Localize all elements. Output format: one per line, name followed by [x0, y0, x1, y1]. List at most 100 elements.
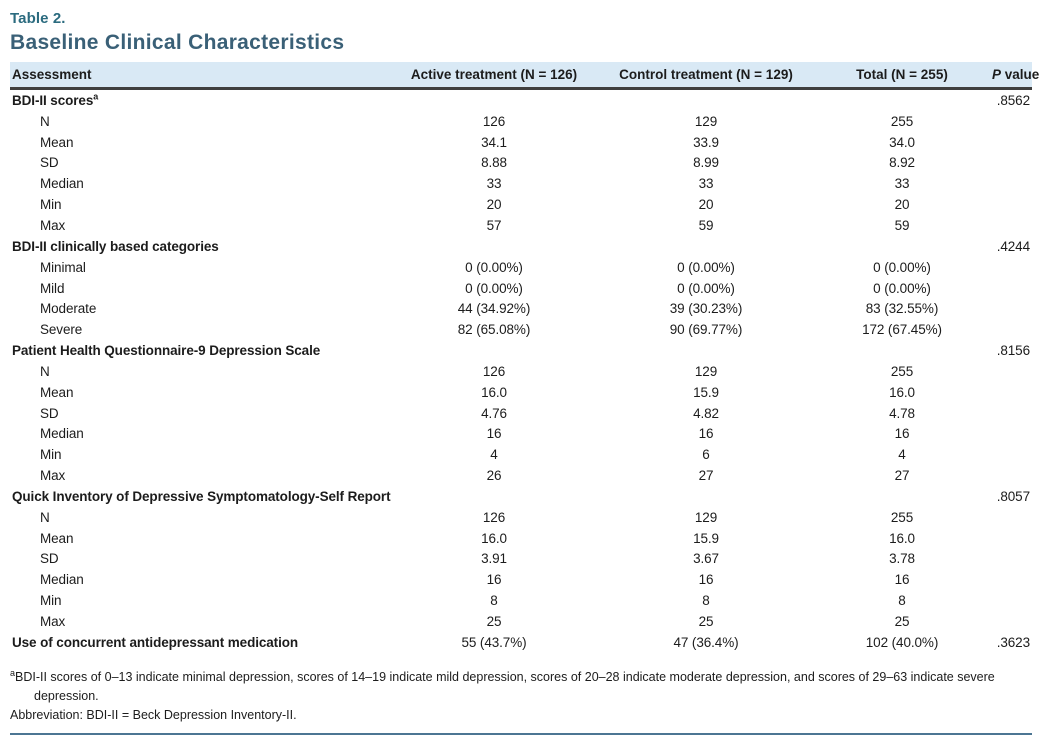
cell-total: 33: [894, 176, 910, 192]
cell-total: 0 (0.00%): [873, 280, 931, 296]
table-header-row: Assessment Active treatment (N = 126) Co…: [10, 62, 1039, 90]
cell-p-value: .3623: [996, 634, 1030, 650]
table-row: Max 26 27 27: [10, 465, 1032, 486]
table-row: Mean 16.0 15.9 16.0: [10, 382, 1032, 403]
cell-active: 26: [486, 468, 502, 484]
row-label: Max: [40, 614, 66, 630]
cell-total: 25: [894, 614, 910, 630]
row-label: Mild: [40, 280, 65, 296]
cell-active: 16.0: [481, 530, 507, 546]
cell-total: 16.0: [889, 530, 915, 546]
row-label: SD: [40, 551, 59, 567]
table-row: Min 20 20 20: [10, 194, 1032, 215]
table-row: N 126 129 255: [10, 507, 1032, 528]
cell-active: 57: [486, 217, 502, 233]
p-value-header-rest: value: [1001, 67, 1040, 82]
cell-total: 3.78: [889, 551, 915, 567]
cell-control: 16: [698, 426, 714, 442]
cell-total: 172 (67.45%): [862, 322, 942, 338]
cell-active: 82 (65.08%): [457, 322, 531, 338]
row-label: Median: [40, 176, 84, 192]
cell-control: 39 (30.23%): [669, 301, 743, 317]
cell-control: 3.67: [693, 551, 719, 567]
cell-active: 55 (43.7%): [461, 634, 527, 650]
section-label: BDI-II clinically based categories: [12, 238, 219, 254]
row-label: Min: [40, 593, 62, 609]
row-label: Mean: [40, 384, 74, 400]
cell-active: 126: [482, 509, 506, 525]
cell-control: 15.9: [693, 384, 719, 400]
cell-control: 16: [698, 572, 714, 588]
column-header-total: Total (N = 255): [856, 67, 948, 82]
cell-active: 0 (0.00%): [465, 259, 523, 275]
footnote-a-marker: a: [10, 667, 16, 678]
cell-active: 16: [486, 572, 502, 588]
row-label: Max: [40, 468, 66, 484]
table-row: Minimal 0 (0.00%) 0 (0.00%) 0 (0.00%): [10, 257, 1032, 278]
cell-control: 0 (0.00%): [677, 280, 735, 296]
cell-control: 15.9: [693, 530, 719, 546]
section-label: Quick Inventory of Depressive Symptomato…: [12, 488, 391, 504]
section-label: BDI-II scoresa: [12, 91, 99, 108]
cell-active: 34.1: [481, 134, 507, 150]
cell-control: 4.82: [693, 405, 719, 421]
column-header-assessment: Assessment: [12, 67, 92, 82]
cell-total: 102 (40.0%): [865, 634, 939, 650]
row-label: Median: [40, 426, 84, 442]
cell-active: 16.0: [481, 384, 507, 400]
cell-active: 4.76: [481, 405, 507, 421]
cell-total: 4: [898, 447, 906, 463]
table-row: Min 8 8 8: [10, 590, 1032, 611]
footnote-abbreviation: Abbreviation: BDI-II = Beck Depression I…: [10, 707, 297, 722]
cell-control: 6: [702, 447, 710, 463]
table-row: Mild 0 (0.00%) 0 (0.00%) 0 (0.00%): [10, 278, 1032, 299]
cell-total: 16.0: [889, 384, 915, 400]
cell-control: 129: [694, 113, 718, 129]
row-label: Moderate: [40, 301, 97, 317]
column-header-control: Control treatment (N = 129): [619, 67, 793, 82]
section-label: Use of concurrent antidepressant medicat…: [12, 634, 299, 650]
table-bottom-rule: [10, 732, 1032, 735]
row-label: Mean: [40, 134, 74, 150]
cell-total: 8.92: [889, 155, 915, 171]
cell-total: 0 (0.00%): [873, 259, 931, 275]
table-row: Median 33 33 33: [10, 173, 1032, 194]
cell-active: 126: [482, 113, 506, 129]
cell-total: 34.0: [889, 134, 915, 150]
column-header-active: Active treatment (N = 126): [410, 67, 578, 82]
row-label: SD: [40, 405, 59, 421]
cell-active: 44 (34.92%): [457, 301, 531, 317]
cell-total: 16: [894, 572, 910, 588]
table-body: BDI-II scoresa .8562 N 126 129 255 Mean 34.1 33.…: [10, 90, 1032, 653]
cell-control: 59: [698, 217, 714, 233]
cell-total: 27: [894, 468, 910, 484]
cell-total: 255: [890, 113, 914, 129]
footnote-marker: a: [93, 91, 99, 102]
row-label: Minimal: [40, 259, 86, 275]
table-footnotes: aBDI-II scores of 0–13 indicate minimal …: [10, 668, 1032, 725]
table-row: Severe 82 (65.08%) 90 (69.77%) 172 (67.45%): [10, 319, 1032, 340]
cell-active: 25: [486, 614, 502, 630]
section-label: Patient Health Questionnaire-9 Depressio…: [12, 343, 321, 359]
table-row: Max 25 25 25: [10, 611, 1032, 632]
table-row: Median 16 16 16: [10, 424, 1032, 445]
footnote-a-text: BDI-II scores of 0–13 indicate minimal d…: [15, 669, 995, 703]
table-row: Max 57 59 59: [10, 215, 1032, 236]
cell-control: 33: [698, 176, 714, 192]
cell-active: 16: [486, 426, 502, 442]
row-label: Min: [40, 447, 62, 463]
cell-control: 47 (36.4%): [673, 634, 739, 650]
cell-p-value: .4244: [996, 238, 1030, 254]
row-label: SD: [40, 155, 59, 171]
cell-active: 8: [490, 593, 498, 609]
cell-control: 20: [698, 197, 714, 213]
cell-control: 8: [702, 593, 710, 609]
cell-total: 8: [898, 593, 906, 609]
cell-active: 8.88: [481, 155, 507, 171]
table-row: Median 16 16 16: [10, 569, 1032, 590]
cell-total: 83 (32.55%): [865, 301, 939, 317]
cell-total: 4.78: [889, 405, 915, 421]
table-row: Moderate 44 (34.92%) 39 (30.23%) 83 (32.55%…: [10, 298, 1032, 319]
table-row: N 126 129 255: [10, 361, 1032, 382]
